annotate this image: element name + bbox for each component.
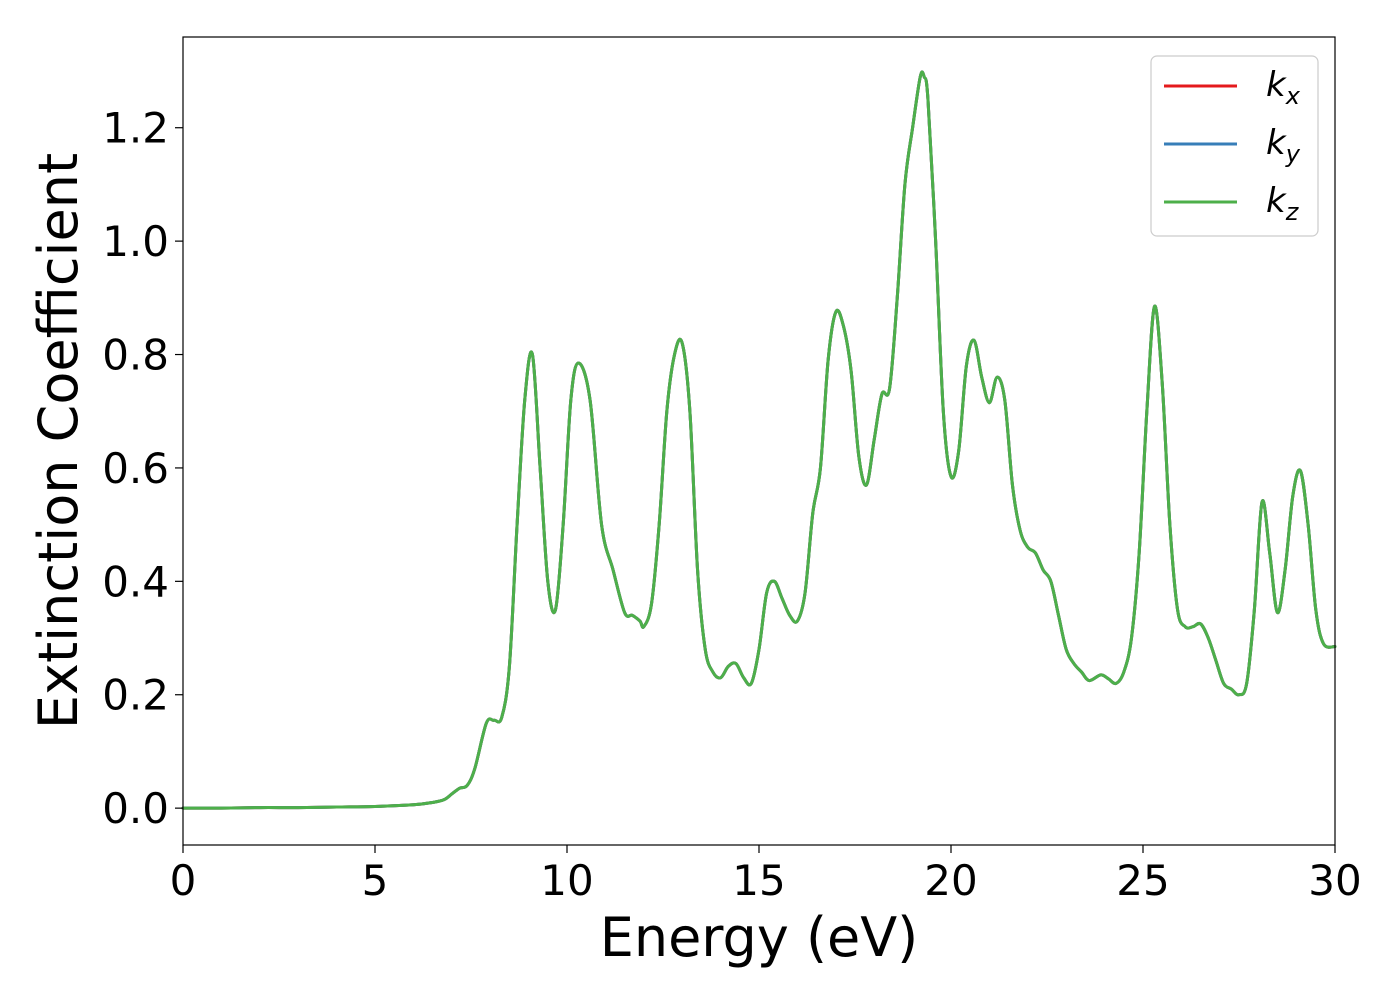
legend-box (1150, 55, 1319, 237)
y-axis: 0.0 0.2 0.4 0.6 0.8 1.0 1.2 (102, 104, 183, 833)
y-tick-label: 0.8 (102, 331, 169, 380)
x-tick-label: 0 (170, 856, 197, 905)
y-axis-title: Extinction Coefficient (27, 153, 90, 729)
legend-label-kx: kx (1266, 65, 1301, 110)
x-tick-label: 5 (362, 856, 389, 905)
x-tick-label: 10 (540, 856, 593, 905)
x-tick-label: 25 (1116, 856, 1169, 905)
y-tick-label: 0.4 (102, 557, 169, 606)
series-lines (181, 70, 1337, 810)
x-axis-title: Energy (eV) (600, 906, 919, 969)
legend: kx ky kz (1150, 55, 1319, 237)
y-tick-label: 0.6 (102, 444, 169, 493)
y-tick-label: 0.0 (102, 784, 169, 833)
legend-label-ky: ky (1266, 123, 1301, 168)
plot-area (183, 37, 1335, 845)
x-tick-label: 15 (732, 856, 785, 905)
y-tick-label: 1.0 (102, 217, 169, 266)
x-tick-label: 30 (1308, 856, 1361, 905)
y-tick-label: 0.2 (102, 671, 169, 720)
legend-label-kz: kz (1266, 181, 1300, 226)
x-axis: 0 5 10 15 20 25 30 (170, 845, 1362, 905)
y-tick-label: 1.2 (102, 104, 169, 153)
series-line-kz (181, 70, 1337, 810)
x-tick-label: 20 (924, 856, 977, 905)
